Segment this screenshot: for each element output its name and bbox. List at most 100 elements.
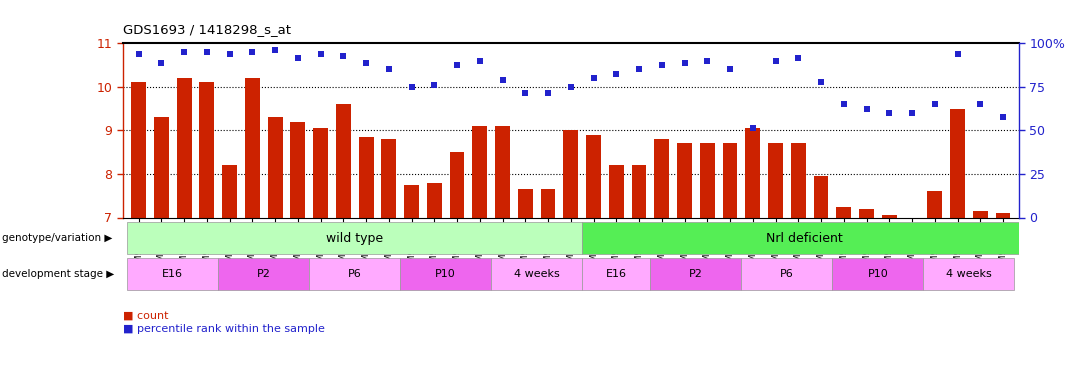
Bar — [427, 183, 442, 218]
Bar — [382, 139, 396, 218]
Text: ■ count: ■ count — [123, 311, 169, 321]
Text: P2: P2 — [257, 269, 271, 279]
Bar — [583, 222, 1025, 254]
Point — [472, 57, 489, 63]
Text: P2: P2 — [689, 269, 703, 279]
Point — [926, 101, 943, 107]
Bar — [654, 139, 669, 218]
Bar — [951, 108, 965, 217]
Point — [721, 66, 738, 72]
Point — [153, 60, 170, 66]
Text: genotype/variation ▶: genotype/variation ▶ — [2, 233, 112, 243]
Bar — [927, 191, 942, 217]
Bar — [127, 222, 583, 254]
Text: P6: P6 — [780, 269, 794, 279]
Point — [813, 80, 830, 86]
Bar — [154, 117, 169, 218]
Bar — [449, 152, 464, 217]
Point — [880, 110, 897, 116]
Bar — [996, 213, 1010, 217]
Point — [540, 90, 557, 96]
Point — [835, 101, 853, 107]
Point — [403, 84, 420, 90]
Point — [289, 56, 306, 62]
Bar — [609, 165, 624, 218]
Bar — [495, 126, 510, 218]
Point — [949, 51, 966, 57]
Bar — [314, 128, 328, 217]
Bar — [923, 258, 1015, 290]
Point — [904, 110, 921, 116]
Point — [972, 101, 989, 107]
Point — [221, 51, 238, 57]
Point — [562, 84, 579, 90]
Bar — [722, 143, 737, 218]
Point — [994, 114, 1012, 120]
Bar — [517, 189, 532, 217]
Point — [357, 60, 375, 66]
Text: E16: E16 — [606, 269, 626, 279]
Bar — [973, 211, 988, 217]
Bar — [700, 143, 715, 218]
Bar — [882, 215, 896, 217]
Bar — [859, 209, 874, 218]
Point — [335, 53, 352, 59]
Bar — [309, 258, 400, 290]
Text: P10: P10 — [435, 269, 456, 279]
Point — [426, 81, 443, 87]
Bar — [791, 143, 806, 218]
Bar — [651, 258, 742, 290]
Point — [745, 125, 762, 131]
Point — [585, 75, 602, 81]
Bar — [832, 258, 923, 290]
Point — [130, 51, 147, 57]
Text: P6: P6 — [348, 269, 362, 279]
Bar — [746, 128, 760, 217]
Point — [198, 49, 216, 55]
Point — [767, 57, 784, 63]
Bar — [245, 78, 259, 218]
Bar — [678, 143, 692, 218]
Bar — [268, 117, 283, 218]
Point — [176, 49, 193, 55]
Text: development stage ▶: development stage ▶ — [2, 269, 114, 279]
Bar — [583, 258, 651, 290]
Point — [380, 66, 397, 72]
Text: Nrl deficient: Nrl deficient — [766, 232, 842, 244]
Point — [699, 57, 716, 63]
Bar — [491, 258, 583, 290]
Text: 4 weeks: 4 weeks — [514, 269, 559, 279]
Bar — [586, 135, 601, 218]
Text: 4 weeks: 4 weeks — [946, 269, 992, 279]
Point — [631, 66, 648, 72]
Bar — [200, 82, 214, 218]
Bar — [127, 258, 219, 290]
Point — [858, 105, 875, 111]
Bar — [768, 143, 783, 218]
Text: GDS1693 / 1418298_s_at: GDS1693 / 1418298_s_at — [123, 22, 290, 36]
Bar — [359, 137, 373, 218]
Bar — [219, 258, 309, 290]
Bar — [632, 165, 647, 218]
Point — [244, 49, 261, 55]
Bar — [404, 185, 419, 218]
Text: wild type: wild type — [327, 232, 383, 244]
Text: E16: E16 — [162, 269, 184, 279]
Bar — [742, 258, 832, 290]
Text: ■ percentile rank within the sample: ■ percentile rank within the sample — [123, 324, 324, 334]
Point — [267, 46, 284, 53]
Point — [494, 77, 511, 83]
Bar — [563, 130, 578, 218]
Bar — [837, 207, 851, 218]
Bar — [177, 78, 191, 218]
Bar — [400, 258, 491, 290]
Bar — [131, 82, 146, 218]
Point — [448, 62, 465, 68]
Point — [516, 90, 534, 96]
Point — [790, 56, 807, 62]
Bar — [222, 165, 237, 218]
Point — [608, 70, 625, 76]
Point — [676, 60, 694, 66]
Bar — [290, 122, 305, 218]
Point — [653, 62, 670, 68]
